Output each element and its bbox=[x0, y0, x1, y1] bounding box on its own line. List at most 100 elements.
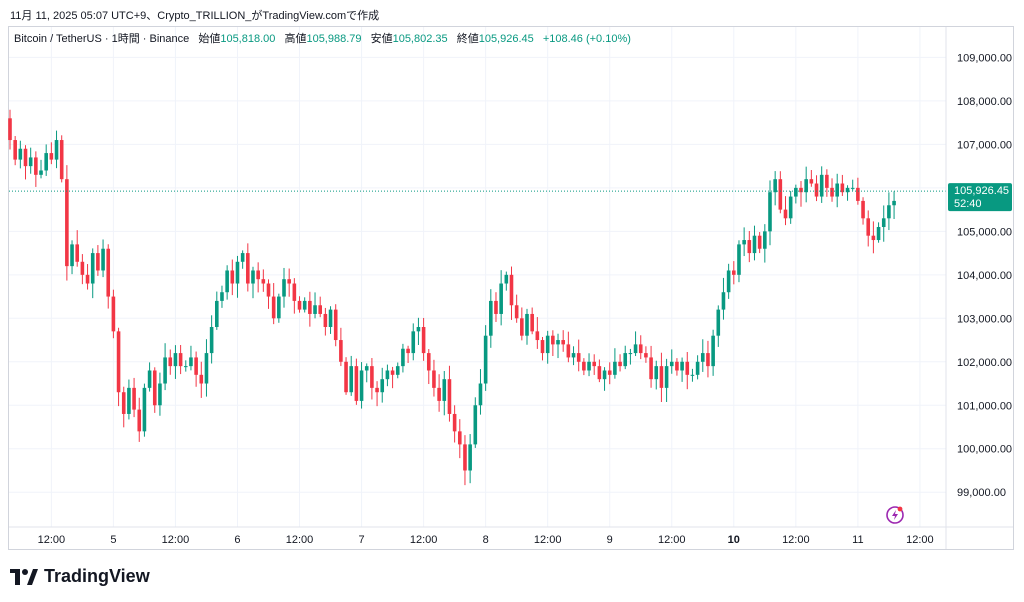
candle-body bbox=[509, 274, 514, 306]
close-value: 105,926.45 bbox=[478, 33, 534, 45]
candle-body bbox=[747, 240, 752, 254]
candle-body bbox=[292, 283, 297, 301]
candle-body bbox=[556, 340, 560, 345]
candle-body bbox=[866, 218, 871, 236]
candle-body bbox=[39, 170, 43, 175]
candle-body bbox=[132, 387, 136, 410]
candle-body bbox=[623, 353, 628, 367]
candle-body bbox=[711, 335, 715, 367]
candle-body bbox=[101, 248, 105, 271]
candle-body bbox=[483, 335, 488, 384]
candle-body bbox=[173, 353, 178, 367]
low-label: 安値 bbox=[370, 33, 393, 45]
candle-body bbox=[189, 357, 193, 367]
candle-body bbox=[178, 353, 183, 367]
candle-body bbox=[277, 296, 281, 319]
candle-body bbox=[8, 118, 12, 141]
time-tick-label: 12:00 bbox=[162, 534, 190, 546]
candle-body bbox=[514, 305, 519, 319]
last-price-tag: 105,926.45 52:40 bbox=[948, 183, 1012, 212]
candle-body bbox=[261, 279, 266, 284]
candle-body bbox=[473, 405, 478, 445]
time-tick-label: 12:00 bbox=[38, 534, 66, 546]
price-tick-label: 109,000.00 bbox=[957, 52, 1012, 64]
candle-body bbox=[318, 305, 322, 314]
candle-body bbox=[463, 444, 467, 471]
candle-body bbox=[659, 366, 664, 388]
candle-body bbox=[695, 361, 700, 375]
candle-body bbox=[158, 383, 162, 406]
candle-body bbox=[752, 235, 757, 254]
brand[interactable]: TradingView bbox=[10, 566, 150, 587]
candle-body bbox=[137, 409, 142, 432]
candle-body bbox=[638, 344, 643, 354]
candle-body bbox=[814, 183, 819, 197]
candle-body bbox=[225, 270, 229, 293]
candle-body bbox=[613, 361, 617, 375]
candle-body bbox=[654, 366, 659, 380]
time-tick-label: 8 bbox=[483, 534, 489, 546]
candle-body bbox=[685, 361, 690, 375]
candle-body bbox=[468, 444, 472, 471]
symbol-info[interactable]: Bitcoin / TetherUS · 1時間 · Binance bbox=[14, 33, 190, 45]
time-tick-label: 12:00 bbox=[658, 534, 686, 546]
candle-body bbox=[121, 392, 126, 414]
candle-body bbox=[96, 253, 100, 271]
candle-body bbox=[235, 261, 240, 284]
candle-body bbox=[44, 153, 48, 171]
close-label: 終値 bbox=[456, 33, 479, 45]
candle-body bbox=[644, 353, 648, 358]
candle-body bbox=[28, 157, 33, 167]
time-tick-label: 11 bbox=[852, 534, 863, 546]
candle-body bbox=[297, 300, 302, 310]
candle-body bbox=[804, 179, 808, 193]
candle-body bbox=[426, 353, 431, 371]
price-tick-label: 99,000.00 bbox=[957, 487, 1006, 499]
candle-body bbox=[499, 283, 503, 314]
candle-body bbox=[835, 183, 839, 197]
candle-body bbox=[80, 261, 85, 275]
candle-body bbox=[442, 379, 447, 401]
candle-body bbox=[90, 253, 95, 284]
candle-body bbox=[390, 370, 395, 375]
candle-body bbox=[602, 370, 607, 380]
bar-countdown: 52:40 bbox=[954, 198, 982, 210]
price-axis: 99,000.00 100,000.00 101,000.00 102,000.00 1… bbox=[945, 27, 1012, 549]
candle-body bbox=[183, 366, 188, 368]
candle-body bbox=[819, 174, 824, 197]
candle-body bbox=[34, 157, 38, 175]
candle-body bbox=[778, 179, 783, 210]
candle-body bbox=[209, 327, 214, 354]
candle-body bbox=[680, 361, 684, 371]
candle-body bbox=[845, 187, 850, 193]
candle-body bbox=[571, 353, 576, 358]
candle-body bbox=[881, 218, 886, 227]
candle-body bbox=[690, 374, 695, 376]
candle-body bbox=[773, 179, 777, 193]
candle-body bbox=[85, 274, 90, 284]
candle-body bbox=[530, 313, 534, 332]
candle-body bbox=[215, 300, 219, 327]
candle-body bbox=[106, 248, 111, 297]
candle-body bbox=[520, 318, 524, 336]
candle-body bbox=[768, 192, 772, 232]
candle-body bbox=[737, 244, 741, 275]
candle-body bbox=[447, 379, 452, 414]
candle-body bbox=[256, 270, 260, 280]
candle-body bbox=[592, 361, 597, 367]
candle-body bbox=[354, 366, 359, 401]
candle-body bbox=[576, 353, 581, 362]
candle-body bbox=[794, 187, 798, 197]
candle-body bbox=[271, 296, 276, 319]
candle-body bbox=[411, 331, 416, 354]
candle-body bbox=[732, 270, 736, 275]
candle-body bbox=[194, 357, 198, 375]
lightning-alert-icon[interactable] bbox=[886, 506, 904, 524]
time-tick-label: 10 bbox=[728, 534, 740, 546]
grid-lines bbox=[9, 27, 946, 527]
candle-body bbox=[359, 370, 364, 401]
ohlc-legend: Bitcoin / TetherUS · 1時間 · Binance 始値105… bbox=[14, 30, 631, 46]
candle-body bbox=[706, 353, 710, 367]
price-tick-label: 101,000.00 bbox=[957, 400, 1012, 412]
